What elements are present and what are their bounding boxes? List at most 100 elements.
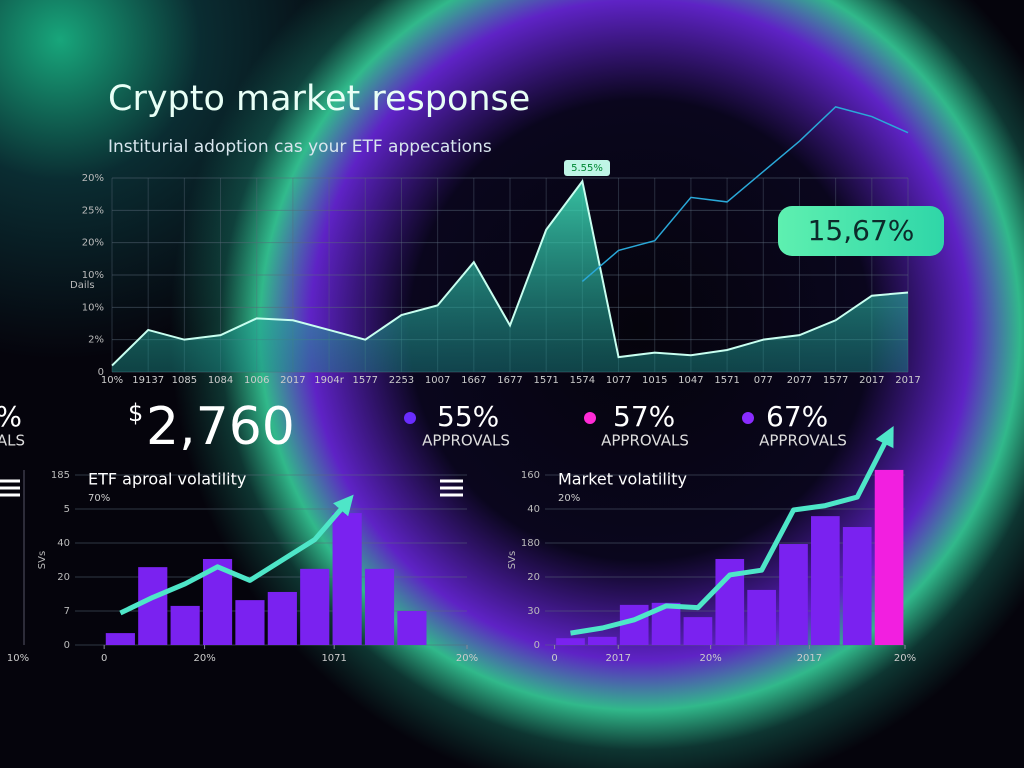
kpi-caption: APPROVALS	[601, 432, 689, 450]
y-tick-label: 7	[64, 606, 70, 617]
bar	[332, 513, 362, 645]
y-tick-label: 180	[521, 538, 540, 549]
y-tick-label: 160	[521, 470, 540, 481]
bar	[747, 589, 776, 645]
bar	[300, 568, 330, 645]
kpi-value: %	[0, 400, 22, 433]
kpi-dot	[584, 412, 596, 424]
kpi-value: 55%	[437, 400, 499, 433]
x-tick-label: 1667	[461, 375, 486, 386]
y-tick-label: 10%	[82, 270, 104, 281]
bar	[556, 638, 585, 645]
menu-icon[interactable]	[440, 479, 463, 497]
x-tick-label: 1577	[823, 375, 848, 386]
x-tick-label: 1006	[244, 375, 269, 386]
bar	[170, 605, 200, 645]
kpi-currency: $	[128, 399, 143, 427]
x-tick-label: 1577	[353, 375, 378, 386]
chart-title: ETF aproal volatility	[88, 470, 246, 489]
x-tick-label: 2017	[280, 375, 305, 386]
bar	[138, 567, 168, 645]
y-tick-label: 0	[98, 367, 104, 378]
kpi-amount: 2,760	[146, 397, 295, 457]
x-tick-label: 2017	[859, 375, 884, 386]
x-tick-label: 1085	[172, 375, 197, 386]
x-tick-label: 077	[754, 375, 773, 386]
line	[581, 106, 909, 283]
y-tick-label: 40	[527, 504, 540, 515]
x-tick-label: 20%	[193, 653, 215, 664]
x-tick-label: 2077	[787, 375, 812, 386]
y-tick-label: 20	[527, 572, 540, 583]
bar	[619, 604, 649, 645]
bar	[364, 568, 395, 645]
kpi-value: 67%	[766, 400, 828, 433]
kpi-caption: APPROVALS	[422, 432, 510, 450]
x-tick-label: 10%	[7, 653, 29, 664]
bar	[588, 636, 617, 645]
kpi-dot	[742, 412, 754, 424]
bar	[683, 617, 713, 645]
x-tick-label: 20%	[456, 653, 478, 664]
chart-title: Market volatility	[558, 470, 687, 489]
y-tick-label: 20%	[82, 173, 104, 184]
y-tick-label: 185	[51, 470, 70, 481]
y-tick-label: 10%	[82, 302, 104, 313]
x-tick-label: 20%	[700, 653, 722, 664]
x-tick-label: 1015	[642, 375, 667, 386]
x-tick-label: 1571	[533, 375, 558, 386]
x-tick-label: 1077	[606, 375, 631, 386]
y-tick-label: 25%	[82, 205, 104, 216]
bar	[397, 611, 427, 645]
x-tick-label: 1084	[208, 375, 233, 386]
x-tick-label: 1007	[425, 375, 450, 386]
subtitle: Institurial adoption cas your ETF appeca…	[108, 137, 492, 157]
y-tick-label: 0	[64, 640, 70, 651]
annotation-badge	[564, 160, 610, 176]
bar	[779, 544, 808, 645]
x-tick-label: 1047	[678, 375, 703, 386]
x-tick-label: 1574	[570, 375, 595, 386]
x-tick-label: 1071	[321, 653, 346, 664]
y-tick-label: 5	[64, 504, 70, 515]
y-tick-label: 2%	[88, 335, 104, 346]
menu-icon[interactable]	[0, 479, 20, 497]
x-tick-label: 2253	[389, 375, 414, 386]
y-axis-label: SVs	[507, 551, 518, 569]
bar	[267, 591, 297, 645]
annotation: 5.55%	[571, 163, 603, 174]
area-line	[111, 178, 909, 367]
y-tick-label: 20%	[82, 238, 104, 249]
chart-subtitle: 70%	[88, 493, 110, 504]
area-fill	[112, 181, 908, 372]
x-tick-label: 1677	[497, 375, 522, 386]
x-tick-label: 10%	[101, 375, 123, 386]
x-tick-label: 20%	[894, 653, 916, 664]
y-tick-label: 30	[527, 606, 540, 617]
chart-subtitle: 20%	[558, 493, 580, 504]
kpi-value: 57%	[613, 400, 675, 433]
y-axis-label: Dails	[70, 280, 95, 291]
y-tick-label: 40	[57, 538, 70, 549]
value-badge	[778, 206, 944, 256]
x-tick-label: 19137	[132, 375, 164, 386]
title: Crypto market response	[108, 79, 530, 119]
x-tick-label: 0	[551, 653, 557, 664]
x-tick-label: 2017	[797, 653, 822, 664]
trend-line	[119, 494, 354, 616]
bar	[105, 633, 135, 645]
x-tick-label: 2017	[895, 375, 920, 386]
y-tick-label: 20	[57, 572, 70, 583]
x-tick-label: 0	[101, 653, 107, 664]
bar	[842, 527, 872, 645]
y-tick-label: 0	[534, 640, 540, 651]
bar	[874, 469, 904, 645]
x-tick-label: 2017	[606, 653, 631, 664]
kpi-caption: VALS	[0, 432, 25, 450]
kpi-dot	[404, 412, 416, 424]
kpi-caption: APPROVALS	[759, 432, 847, 450]
x-tick-label: 1904r	[314, 375, 344, 386]
trend-line	[570, 425, 894, 636]
